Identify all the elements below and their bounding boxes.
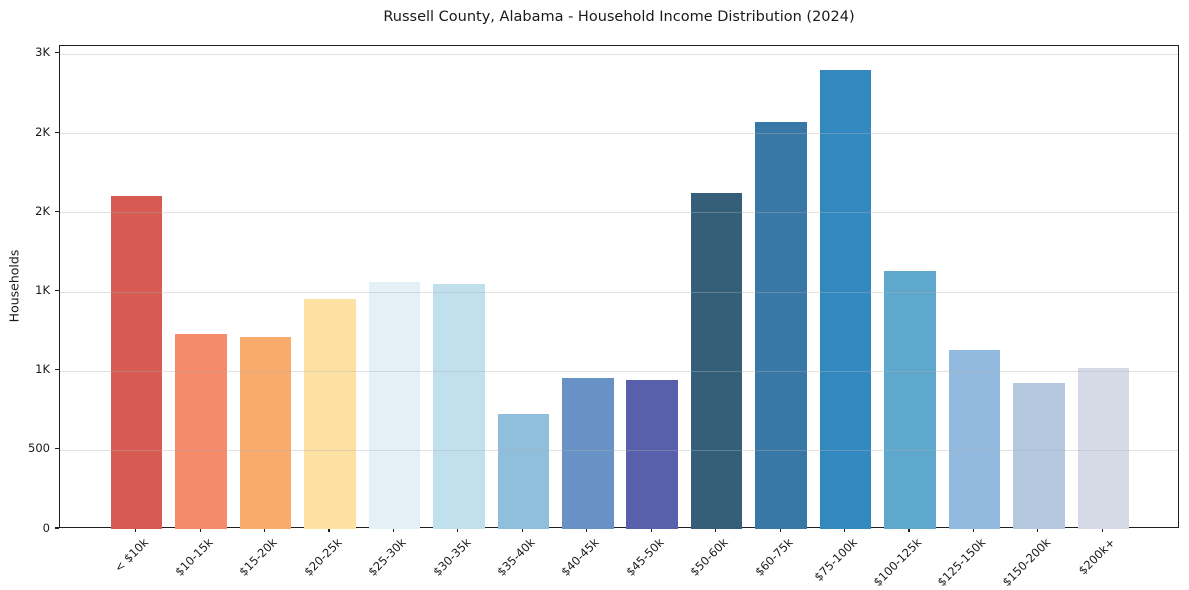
- y-tick-label: 0: [42, 520, 50, 535]
- x-tick-label: $45-50k: [622, 535, 667, 579]
- bar: [110, 195, 163, 529]
- x-tick-label: $40-45k: [558, 535, 603, 579]
- x-tick: [586, 528, 588, 532]
- gridline: [60, 133, 1178, 135]
- gridline: [60, 370, 1178, 372]
- x-tick: [457, 528, 459, 532]
- bar: [884, 270, 936, 529]
- x-tick: [1037, 528, 1039, 532]
- gridline: [60, 53, 1178, 55]
- y-tick: [55, 289, 59, 292]
- y-tick: [55, 527, 59, 529]
- bar: [239, 336, 292, 529]
- x-tick: [328, 528, 330, 532]
- bar: [1013, 382, 1065, 529]
- plot-area: [59, 45, 1179, 529]
- bar: [755, 122, 807, 529]
- bar: [626, 380, 678, 529]
- bar: [368, 282, 421, 529]
- y-tick-label: 2K: [35, 124, 50, 139]
- bar: [1077, 367, 1130, 529]
- gridline: [60, 291, 1178, 293]
- gridline: [60, 212, 1178, 214]
- bar: [690, 192, 743, 529]
- x-tick: [135, 528, 137, 532]
- bar: [948, 350, 1001, 529]
- y-tick: [55, 131, 59, 133]
- y-tick-label: 500: [28, 441, 50, 456]
- x-tick-label: < $10k: [111, 535, 151, 575]
- x-tick-label: $35-40k: [494, 535, 538, 579]
- x-tick-label: $10-15k: [171, 535, 216, 579]
- y-tick: [55, 210, 59, 212]
- x-tick-label: $15-20k: [236, 535, 280, 579]
- y-tick: [55, 448, 59, 450]
- x-tick-label: $60-75k: [751, 535, 796, 579]
- bar: [304, 299, 356, 529]
- x-tick: [715, 528, 717, 532]
- y-tick-label: 3K: [35, 45, 50, 60]
- y-tick-label: 1K: [35, 283, 50, 297]
- x-tick: [199, 528, 201, 532]
- x-tick-label: $20-25k: [300, 535, 345, 579]
- y-tick-label: 1K: [35, 362, 50, 377]
- y-tick: [55, 369, 59, 371]
- x-tick: [972, 528, 974, 532]
- bar: [562, 377, 614, 529]
- x-tick-label: $50-60k: [687, 535, 731, 579]
- x-tick: [650, 528, 652, 532]
- x-tick: [908, 528, 910, 532]
- gridline: [60, 449, 1178, 451]
- x-tick-label: $75-100k: [811, 535, 860, 584]
- bar: [819, 69, 872, 529]
- x-tick: [843, 528, 846, 532]
- x-tick-label: $150-200k: [999, 535, 1054, 590]
- y-tick-label: 2K: [35, 203, 50, 218]
- bar: [497, 414, 550, 529]
- x-tick: [264, 528, 266, 532]
- x-tick-label: $100-125k: [870, 535, 925, 590]
- bar: [175, 334, 227, 529]
- x-tick: [779, 528, 781, 532]
- bar: [433, 283, 485, 529]
- x-tick: [521, 528, 523, 532]
- x-tick-label: $125-150k: [934, 535, 989, 590]
- x-tick-label: $25-30k: [365, 535, 409, 579]
- x-tick: [1101, 528, 1103, 532]
- x-tick-label: $30-35k: [429, 535, 474, 579]
- chart-title: Russell County, Alabama - Household Inco…: [383, 9, 855, 25]
- x-tick-label: $200k+: [1075, 535, 1118, 578]
- x-tick: [392, 528, 395, 532]
- y-tick: [55, 52, 59, 54]
